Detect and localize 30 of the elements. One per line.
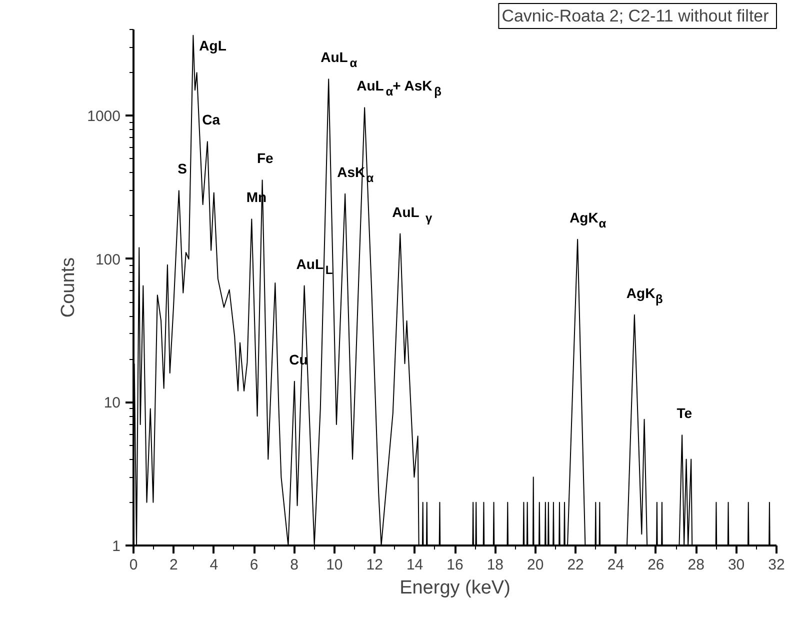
x-tick-label: 24	[607, 556, 624, 574]
x-tick-label: 22	[567, 556, 584, 574]
y-tick-label: 1	[112, 538, 120, 555]
x-tick-label: 14	[406, 556, 424, 574]
annotation: AuL γ	[392, 204, 432, 225]
x-tick-label: 20	[527, 556, 544, 574]
x-tick-label: 12	[366, 556, 383, 574]
y-tick-label: 100	[95, 251, 121, 268]
x-tick-label: 2	[170, 556, 178, 574]
x-tick-label: 32	[768, 556, 785, 574]
annotation: S	[178, 160, 188, 177]
x-tick-label: 18	[486, 556, 504, 574]
x-tick-label: 6	[250, 556, 258, 574]
x-tick-label: 4	[210, 556, 218, 574]
chart-title: Cavnic-Roata 2; C2-11 without filter	[502, 6, 770, 26]
x-axis-title: Energy (keV)	[400, 578, 510, 598]
annotation: AgL	[199, 37, 227, 54]
x-tick-label: 26	[648, 556, 664, 574]
x-tick-label: 16	[446, 556, 464, 574]
annotation: Fe	[256, 150, 274, 166]
y-axis-title: Counts	[58, 257, 80, 318]
x-tick-label: 28	[688, 556, 704, 574]
x-tick-label: 10	[326, 556, 343, 574]
annotation: Ca	[202, 112, 220, 128]
x-tick-label: 0	[129, 556, 138, 574]
x-tick-label: 30	[728, 556, 745, 574]
y-tick-label: 1000	[87, 108, 121, 126]
x-tick-label: 8	[290, 556, 298, 574]
y-tick-label: 10	[104, 394, 121, 412]
annotation: Te	[676, 405, 692, 422]
